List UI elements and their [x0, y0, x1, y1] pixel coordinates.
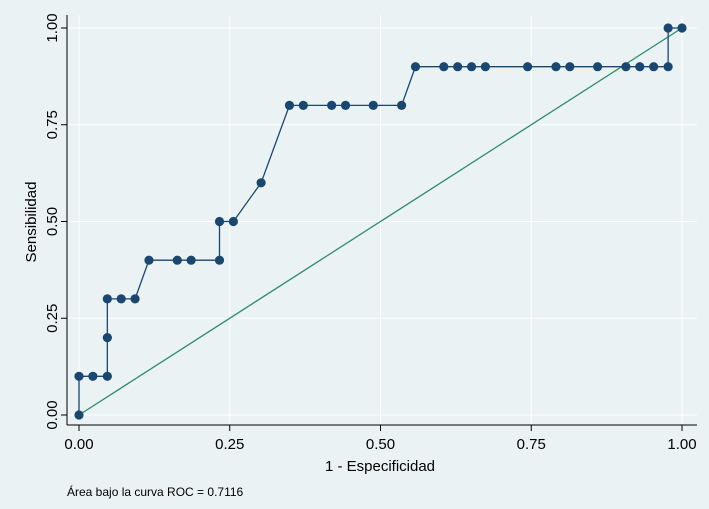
y-axis-title: Sensibilidad [23, 182, 40, 263]
grid-lines [68, 15, 697, 424]
reference-line-group [78, 27, 683, 416]
x-tick-label-2: 0.50 [366, 436, 395, 453]
roc-point-31 [635, 62, 645, 72]
y-axis-ticks: 0.00 0.25 0.50 0.75 1.00 [44, 13, 67, 430]
roc-point-28 [565, 62, 575, 72]
roc-point-12 [214, 216, 225, 227]
roc-point-1 [74, 371, 84, 381]
x-tick-label-1: 0.25 [215, 436, 244, 453]
auc-note: Área bajo la curva ROC = 0.7116 [67, 484, 244, 499]
roc-point-3 [102, 371, 112, 381]
x-tick-label-0: 0.00 [64, 436, 93, 453]
y-tick-label-3: 0.75 [44, 110, 61, 139]
roc-point-20 [397, 100, 407, 110]
roc-point-17 [327, 100, 337, 110]
roc-point-32 [649, 62, 659, 72]
y-tick-label-1: 0.25 [44, 304, 61, 333]
x-tick-label-3: 0.75 [517, 436, 546, 453]
roc-point-23 [453, 62, 463, 72]
y-tick-label-4: 1.00 [44, 13, 61, 42]
roc-curve-group [74, 23, 687, 420]
roc-point-34 [663, 23, 673, 33]
roc-point-27 [551, 62, 561, 72]
roc-point-6 [116, 294, 126, 304]
reference-line [78, 27, 683, 416]
roc-point-15 [284, 100, 295, 110]
roc-point-13 [228, 216, 238, 227]
x-tick-label-4: 1.00 [667, 436, 696, 453]
roc-point-35 [677, 23, 687, 33]
roc-point-11 [214, 255, 225, 265]
roc-point-26 [523, 62, 533, 72]
y-tick-label-0: 0.00 [44, 400, 61, 429]
roc-point-5 [102, 294, 112, 304]
y-tick-label-2: 0.50 [44, 207, 61, 236]
roc-point-25 [480, 62, 491, 72]
x-axis-ticks: 0.00 0.25 0.50 0.75 1.00 [64, 425, 697, 453]
roc-point-19 [368, 100, 378, 110]
roc-point-10 [186, 255, 196, 265]
roc-point-21 [410, 62, 421, 72]
roc-point-9 [172, 255, 182, 265]
roc-point-24 [466, 62, 477, 72]
roc-point-22 [439, 62, 449, 72]
roc-point-2 [88, 371, 98, 381]
roc-point-16 [298, 100, 308, 110]
roc-point-4 [102, 333, 112, 343]
x-axis-title: 1 - Especificidad [325, 458, 435, 475]
roc-point-18 [340, 100, 351, 110]
roc-point-14 [256, 178, 266, 188]
roc-point-8 [144, 255, 154, 265]
roc-point-7 [130, 294, 140, 304]
roc-point-0 [74, 410, 84, 420]
roc-point-30 [621, 62, 631, 72]
roc-point-33 [663, 62, 673, 72]
roc-point-29 [592, 62, 603, 72]
